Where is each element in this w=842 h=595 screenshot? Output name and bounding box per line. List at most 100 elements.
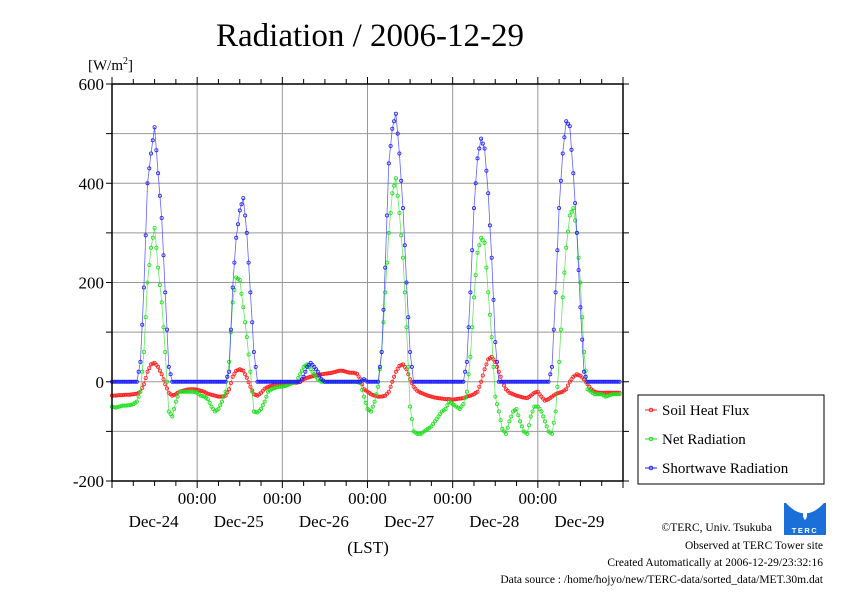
data-point <box>313 367 318 372</box>
data-point <box>159 372 164 377</box>
data-point <box>582 349 587 354</box>
data-point <box>567 124 572 129</box>
series-line <box>112 113 620 383</box>
data-point <box>129 402 134 407</box>
data-point <box>379 349 384 354</box>
data-point <box>468 290 473 295</box>
data-point <box>248 369 253 374</box>
data-point <box>267 384 272 389</box>
legend-item: Shortwave Radiation <box>645 461 789 477</box>
data-point <box>443 406 448 411</box>
data-point <box>143 315 148 320</box>
data-point <box>227 387 232 392</box>
data-point <box>379 394 384 399</box>
data-point <box>464 359 469 364</box>
data-point <box>404 280 409 285</box>
data-point <box>566 121 571 126</box>
data-point <box>532 390 537 395</box>
data-point <box>159 300 164 305</box>
data-point <box>152 225 157 230</box>
data-point <box>399 363 404 368</box>
data-point <box>384 213 389 218</box>
data-point <box>244 375 249 380</box>
data-point <box>534 390 539 395</box>
data-point <box>470 248 475 253</box>
data-point <box>429 394 434 399</box>
data-point <box>606 393 611 398</box>
data-point <box>246 352 251 357</box>
data-point <box>487 223 492 228</box>
data-point <box>539 409 544 414</box>
legend-label: Soil Heat Flux <box>662 403 750 419</box>
data-point <box>558 178 563 183</box>
data-point <box>241 196 246 201</box>
x-tick-time-label: 00:00 <box>178 489 217 508</box>
data-point <box>147 166 152 171</box>
x-tick-time-label: 00:00 <box>348 489 387 508</box>
data-point <box>370 392 375 397</box>
data-point <box>388 384 393 389</box>
data-point <box>605 394 610 399</box>
data-point <box>262 399 267 404</box>
x-tick-time-label: 00:00 <box>518 489 557 508</box>
x-tick-date-label: Dec-26 <box>299 512 349 531</box>
data-point <box>399 178 404 183</box>
x-tick-date-label: Dec-27 <box>384 512 435 531</box>
data-point <box>219 399 224 404</box>
data-point <box>544 379 549 384</box>
data-point <box>503 431 508 436</box>
x-tick-time-label: 00:00 <box>433 489 472 508</box>
data-point <box>372 399 377 404</box>
data-point <box>466 394 471 399</box>
data-point <box>480 238 485 243</box>
data-point <box>546 379 551 384</box>
data-point <box>248 290 253 295</box>
data-point <box>386 161 391 166</box>
data-point <box>113 393 118 398</box>
data-point <box>273 385 278 390</box>
data-point <box>438 396 443 401</box>
data-point <box>519 395 524 400</box>
data-point <box>209 392 214 397</box>
data-point <box>191 389 196 394</box>
data-point <box>253 409 258 414</box>
data-point <box>225 374 230 379</box>
data-point <box>454 397 459 402</box>
legend-item: Net Radiation <box>645 432 746 448</box>
data-point <box>409 364 414 369</box>
y-tick-label: 400 <box>79 174 105 193</box>
data-point <box>477 146 482 151</box>
data-point <box>196 379 201 384</box>
data-point <box>211 393 216 398</box>
data-point <box>439 396 444 401</box>
data-point <box>468 354 473 359</box>
y-tick-labels: 600 400 200 0 -200 <box>73 75 104 491</box>
data-point <box>422 392 427 397</box>
data-point <box>388 210 393 215</box>
data-point <box>163 290 168 295</box>
data-point <box>392 183 397 188</box>
data-point <box>374 392 379 397</box>
legend: Soil Heat Flux Net Radiation Shortwave Rad… <box>637 394 825 485</box>
data-point <box>390 379 395 384</box>
data-point <box>133 391 138 396</box>
data-point <box>408 349 413 354</box>
data-point <box>489 335 494 340</box>
data-point <box>244 230 249 235</box>
data-point <box>129 379 134 384</box>
data-point <box>170 393 175 398</box>
data-point <box>253 364 258 369</box>
data-point <box>205 391 210 396</box>
data-point <box>550 364 555 369</box>
data-point <box>514 393 519 398</box>
data-point <box>438 411 443 416</box>
data-point <box>477 384 482 389</box>
data-point <box>390 191 395 196</box>
data-point <box>228 380 233 385</box>
data-point <box>117 404 122 409</box>
data-point <box>354 371 359 376</box>
data-point <box>243 372 248 377</box>
data-point <box>251 409 256 414</box>
data-point <box>583 374 588 379</box>
data-point <box>120 393 125 398</box>
